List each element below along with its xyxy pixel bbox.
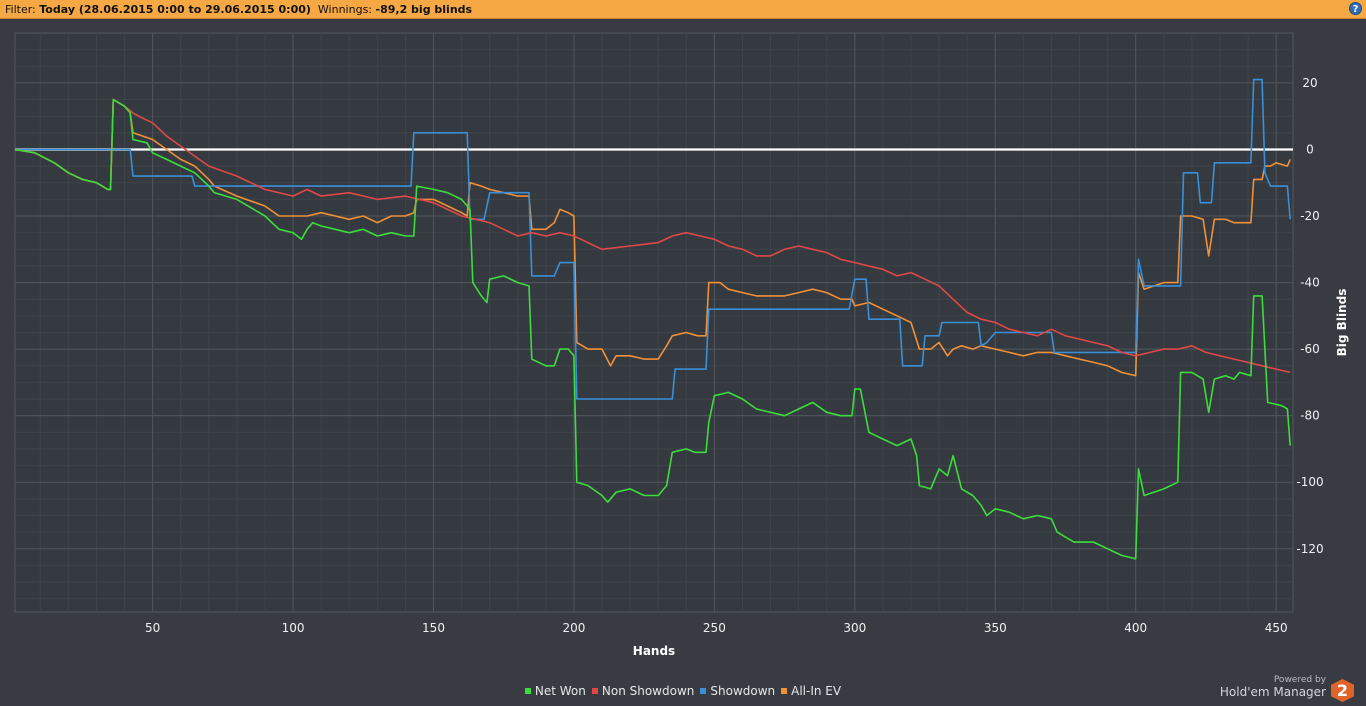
legend-label: Net Won — [534, 684, 586, 698]
product-name: Hold'em Manager — [1219, 684, 1326, 699]
x-tick-label: 250 — [703, 621, 726, 635]
legend-swatch — [700, 688, 707, 694]
legend-item-net-won[interactable]: Net Won — [524, 684, 586, 698]
filter-prefix: Filter: — [5, 3, 36, 16]
x-tick-label: 450 — [1265, 621, 1288, 635]
y-tick-label: -100 — [1296, 475, 1323, 489]
y-tick-label: 20 — [1302, 76, 1317, 90]
legend-item-non-showdown[interactable]: Non Showdown — [591, 684, 695, 698]
x-tick-label: 400 — [1124, 621, 1147, 635]
series-line-net-won — [14, 98, 1291, 560]
x-axis-title: Hands — [633, 644, 675, 658]
powered-by-text: Powered by — [1273, 675, 1326, 685]
y-tick-label: -80 — [1300, 409, 1320, 423]
legend-label: Showdown — [710, 684, 776, 698]
powered-by: Powered by Hold'em Manager — [1219, 675, 1326, 699]
legend-swatch — [524, 688, 531, 694]
x-tick-label: 50 — [145, 621, 160, 635]
y-tick-label: -120 — [1296, 542, 1323, 556]
hem2-logo: 2 — [1331, 679, 1354, 702]
y-axis-title: Big Blinds — [1335, 289, 1349, 357]
x-tick-label: 100 — [282, 621, 305, 635]
chart-legend: Net Won Non Showdown Showdown All-In EV — [0, 684, 1366, 700]
x-tick-label: 300 — [843, 621, 866, 635]
y-tick-label: -60 — [1300, 342, 1320, 356]
legend-item-all-in-ev[interactable]: All-In EV — [781, 684, 841, 698]
plot-area — [14, 32, 1294, 613]
winnings-value: -89,2 big blinds — [375, 3, 473, 16]
legend-item-showdown[interactable]: Showdown — [700, 684, 775, 698]
legend-label: Non Showdown — [601, 684, 695, 698]
y-tick-label: 0 — [1306, 142, 1314, 156]
filter-bar: Filter: Today (28.06.2015 0:00 to 29.06.… — [0, 0, 1366, 19]
legend-swatch — [591, 688, 598, 694]
y-tick-label: -20 — [1300, 209, 1320, 223]
y-tick-label: -40 — [1300, 276, 1320, 290]
series-line-showdown — [15, 78, 1291, 400]
x-tick-label: 200 — [562, 621, 585, 635]
series-line-non-showdown — [14, 98, 1291, 374]
legend-swatch — [781, 688, 788, 694]
x-tick-label: 150 — [422, 621, 445, 635]
winnings-chart: 50 100 150 200 250 300 350 400 450200-20-40-60-8… — [14, 32, 1349, 658]
x-tick-label: 350 — [984, 621, 1007, 635]
filter-value[interactable]: Today (28.06.2015 0:00 to 29.06.2015 0:0… — [39, 3, 311, 16]
winnings-label: Winnings: — [317, 3, 373, 16]
question-mark-icon[interactable]: ? — [1349, 2, 1362, 15]
legend-label: All-In EV — [791, 684, 842, 698]
